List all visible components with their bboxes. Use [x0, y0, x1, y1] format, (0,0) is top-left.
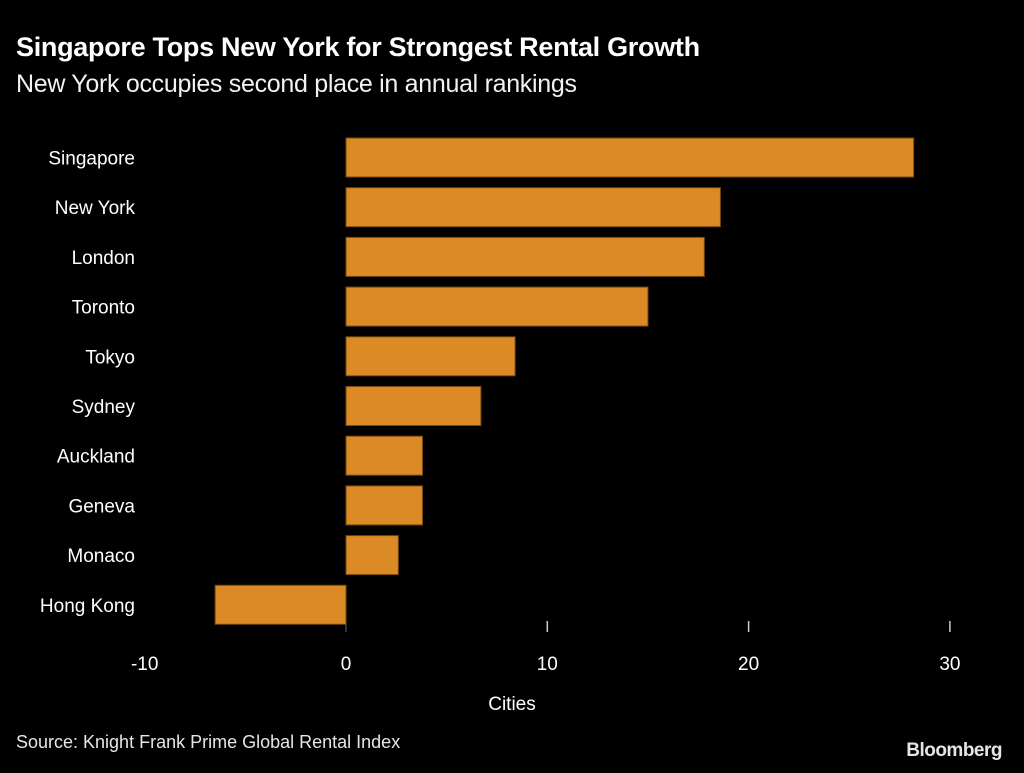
bar-hong-kong	[214, 584, 347, 625]
bar-london	[345, 236, 705, 277]
category-label: London	[72, 248, 135, 269]
category-label: Tokyo	[85, 347, 135, 368]
category-label: Geneva	[68, 496, 135, 517]
x-tick-label: 20	[738, 654, 759, 675]
x-tick-label: 0	[341, 654, 352, 675]
bar-singapore	[345, 137, 915, 178]
bar-toronto	[345, 286, 649, 327]
category-label: Sydney	[72, 397, 136, 418]
category-label: Toronto	[72, 298, 135, 319]
bar-monaco	[345, 535, 399, 576]
x-axis-label: Cities	[488, 694, 536, 715]
bar-sydney	[345, 386, 482, 426]
chart-subtitle: New York occupies second place in annual…	[16, 70, 577, 98]
bar-auckland	[345, 435, 423, 476]
category-label: Monaco	[67, 546, 135, 567]
bar-tokyo	[345, 336, 516, 377]
chart-title: Singapore Tops New York for Strongest Re…	[16, 32, 700, 62]
bar-geneva	[345, 485, 423, 526]
x-tick-label: -10	[131, 654, 158, 675]
category-label: Singapore	[48, 149, 135, 170]
category-label: New York	[55, 198, 136, 219]
source-note: Source: Knight Frank Prime Global Rental…	[16, 732, 401, 752]
category-label: Auckland	[57, 447, 135, 468]
bar-new-york	[345, 187, 721, 228]
x-tick-label: 30	[939, 654, 960, 675]
x-tick-label: 10	[537, 654, 558, 675]
bloomberg-logo: Bloomberg	[906, 740, 1002, 761]
category-label: Hong Kong	[40, 596, 135, 617]
